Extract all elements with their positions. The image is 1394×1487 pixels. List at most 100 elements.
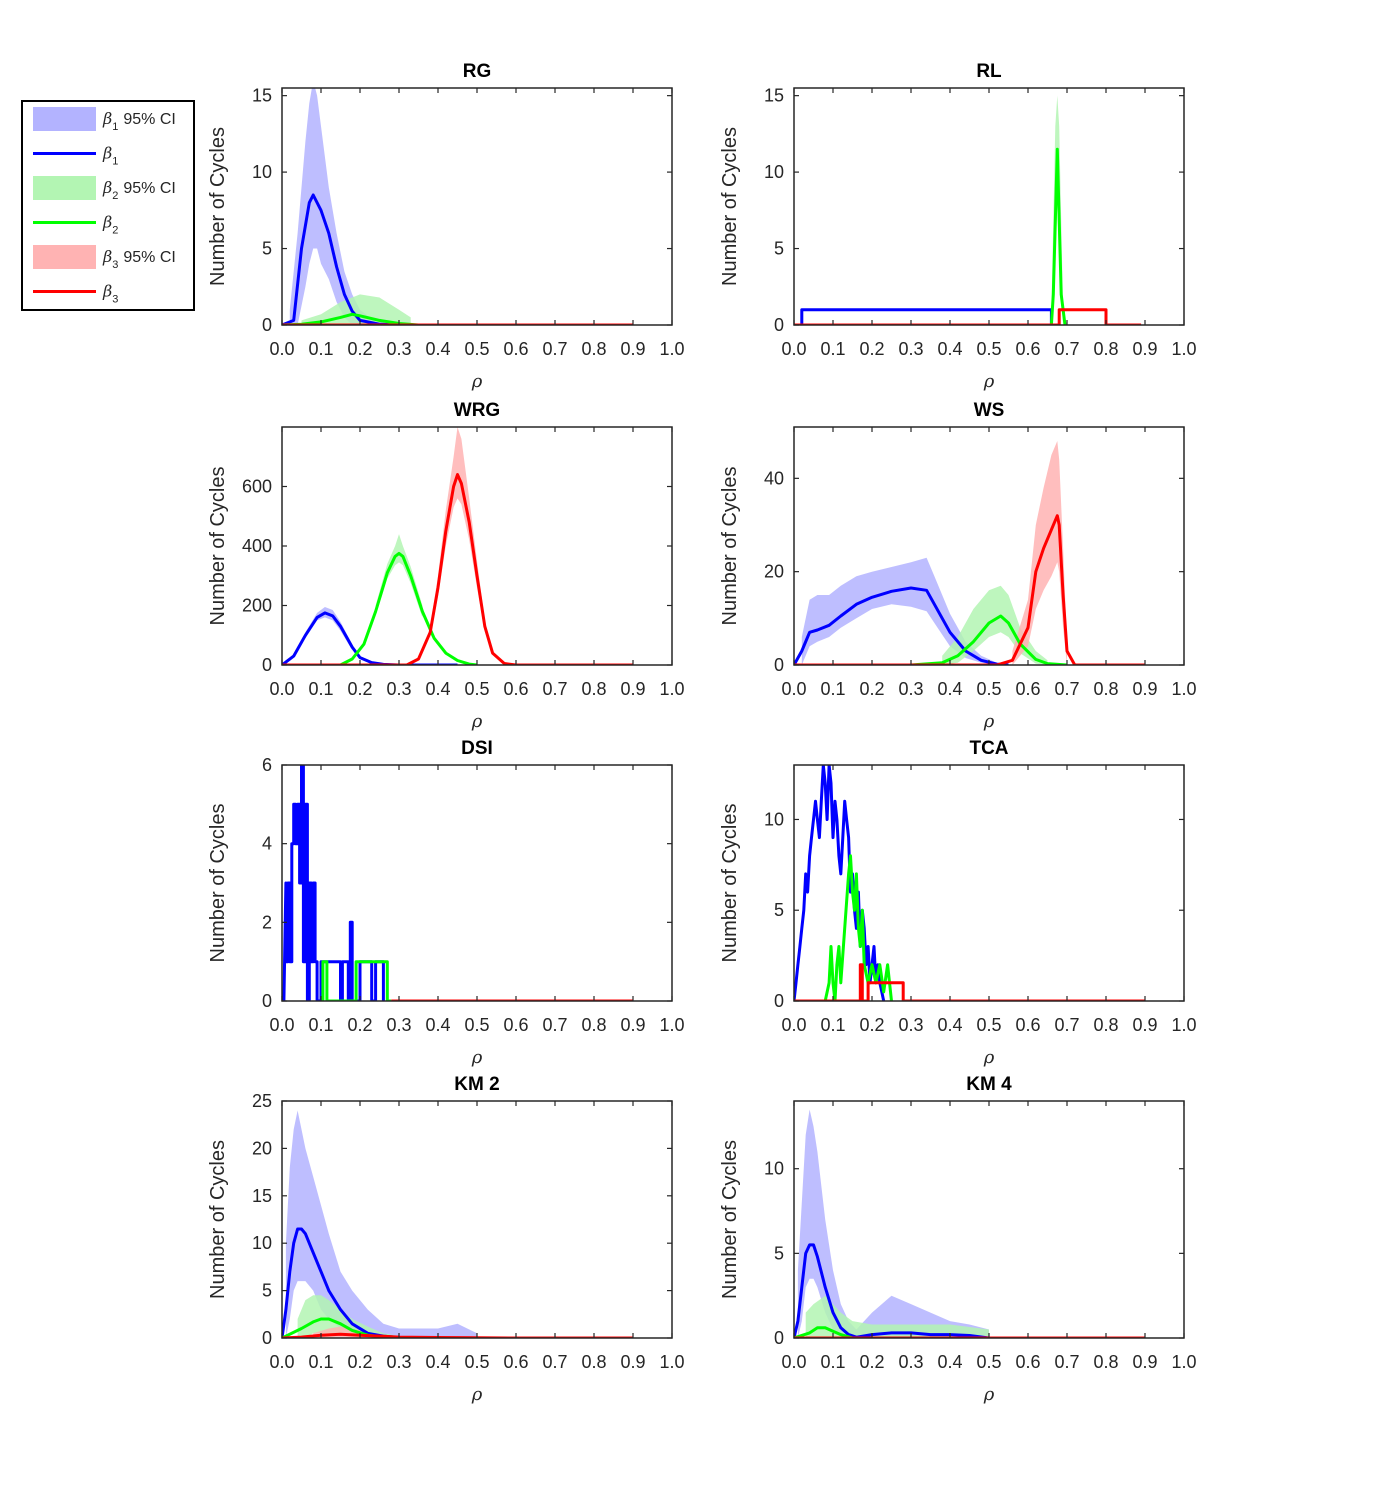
ci-band xyxy=(801,557,997,665)
plot-content xyxy=(794,441,1145,665)
x-tick-label: 0.4 xyxy=(937,1352,962,1372)
ci-band xyxy=(289,88,380,325)
x-tick-label: 0.4 xyxy=(937,1015,962,1035)
series-line xyxy=(794,586,1009,665)
legend-subscript: 1 xyxy=(112,156,118,168)
y-tick-label: 2 xyxy=(262,912,272,932)
chart-km-2: 0.0 0.1 0.2 0.3 0.4 0.5 0.6 0.7 0.8 0.9 1.0 0 5 10 15 2… xyxy=(207,1074,685,1405)
x-tick-label: 0.6 xyxy=(1015,679,1040,699)
legend-symbol: β xyxy=(102,213,112,232)
chart-dsi: 0.0 0.1 0.2 0.3 0.4 0.5 0.6 0.7 0.8 0.9 1.0 0 2 4 6 DSI… xyxy=(207,738,685,1068)
ci-band xyxy=(1012,441,1067,665)
y-tick-label: 600 xyxy=(242,477,272,497)
chart-title: RG xyxy=(463,61,492,82)
series-line xyxy=(321,960,392,1001)
x-tick-label: 0.0 xyxy=(781,1352,806,1372)
x-tick-label: 0.1 xyxy=(308,679,333,699)
series-line xyxy=(794,308,1142,325)
plot-area xyxy=(794,88,1184,325)
x-tick-label: 0.7 xyxy=(542,1015,567,1035)
x-tick-label: 0.9 xyxy=(620,1352,645,1372)
legend-label: β2 95% CI xyxy=(102,178,176,202)
chart-title: RL xyxy=(976,61,1002,82)
y-tick-label: 200 xyxy=(242,596,272,616)
legend-subscript: 1 xyxy=(112,121,118,133)
x-tick-label: 0.3 xyxy=(386,1015,411,1035)
x-tick-label: 0.7 xyxy=(1054,339,1079,359)
x-tick-label: 0.2 xyxy=(347,679,372,699)
x-tick-label: 0.0 xyxy=(269,679,294,699)
x-tick-label: 0.8 xyxy=(581,679,606,699)
x-tick-label: 1.0 xyxy=(1171,1015,1196,1035)
x-tick-label: 1.0 xyxy=(1171,1352,1196,1372)
x-tick-label: 0.3 xyxy=(898,679,923,699)
x-tick-label: 0.2 xyxy=(859,1015,884,1035)
x-tick-label: 0.1 xyxy=(820,1015,845,1035)
x-tick-label: 0.8 xyxy=(1093,1352,1118,1372)
y-tick-label: 40 xyxy=(764,468,784,488)
x-axis-label: ρ xyxy=(471,1384,483,1405)
y-tick-label: 25 xyxy=(252,1091,272,1111)
x-tick-label: 0.6 xyxy=(1015,339,1040,359)
plot-content xyxy=(794,95,1142,325)
chart-title: WS xyxy=(974,400,1005,421)
chart-km-4: 0.0 0.1 0.2 0.3 0.4 0.5 0.6 0.7 0.8 0.9 1.0 0 5 10 KM … xyxy=(719,1074,1197,1405)
x-tick-label: 0.9 xyxy=(1132,1352,1157,1372)
x-tick-label: 0.1 xyxy=(820,1352,845,1372)
legend-subscript: 3 xyxy=(112,294,118,306)
legend-band-swatch xyxy=(33,107,96,131)
y-tick-label: 10 xyxy=(764,162,784,182)
ci-band xyxy=(430,427,485,639)
x-axis-label: ρ xyxy=(471,1047,483,1068)
ci-band xyxy=(805,1295,989,1338)
legend-symbol: β xyxy=(102,282,112,301)
x-tick-label: 0.0 xyxy=(781,679,806,699)
y-tick-label: 0 xyxy=(774,991,784,1011)
y-axis-label: Number of Cycles xyxy=(207,804,229,963)
series-line xyxy=(794,514,1145,665)
x-tick-label: 0.7 xyxy=(1054,1352,1079,1372)
x-axis-label: ρ xyxy=(983,711,995,732)
y-tick-label: 0 xyxy=(262,1328,272,1348)
y-axis-label: Number of Cycles xyxy=(719,127,741,286)
x-tick-label: 0.7 xyxy=(1054,679,1079,699)
x-axis-label: ρ xyxy=(471,371,483,392)
y-tick-label: 5 xyxy=(774,1243,784,1263)
plot-content xyxy=(794,1109,1145,1338)
x-tick-label: 1.0 xyxy=(659,679,684,699)
y-tick-label: 5 xyxy=(774,239,784,259)
chart-ws: 0.0 0.1 0.2 0.3 0.4 0.5 0.6 0.7 0.8 0.9 1.0 0 20 40 WS… xyxy=(719,400,1197,732)
x-tick-label: 1.0 xyxy=(659,1352,684,1372)
x-tick-label: 0.4 xyxy=(425,1015,450,1035)
x-tick-label: 0.1 xyxy=(308,1015,333,1035)
x-tick-label: 0.9 xyxy=(620,679,645,699)
x-tick-label: 1.0 xyxy=(1171,679,1196,699)
x-tick-label: 0.5 xyxy=(464,339,489,359)
series-line xyxy=(794,765,886,1001)
ci-band xyxy=(301,294,411,325)
x-tick-label: 0.2 xyxy=(859,679,884,699)
y-tick-label: 0 xyxy=(774,655,784,675)
y-axis-label: Number of Cycles xyxy=(719,1140,741,1299)
y-tick-label: 0 xyxy=(262,991,272,1011)
legend-subscript: 2 xyxy=(112,190,118,202)
x-axis-label: ρ xyxy=(983,1047,995,1068)
x-tick-label: 0.5 xyxy=(976,1015,1001,1035)
legend-symbol: β xyxy=(102,247,112,266)
x-tick-label: 0.5 xyxy=(976,679,1001,699)
legend-symbol: β xyxy=(102,109,112,128)
legend-subscript: 3 xyxy=(112,259,118,271)
x-tick-label: 0.8 xyxy=(581,1015,606,1035)
y-tick-label: 15 xyxy=(252,86,272,106)
x-tick-label: 0.1 xyxy=(308,1352,333,1372)
x-tick-label: 0.7 xyxy=(542,1352,567,1372)
chart-rg: 0.0 0.1 0.2 0.3 0.4 0.5 0.6 0.7 0.8 0.9 1.0 0 5 10 15 R… xyxy=(207,61,685,392)
x-tick-label: 0.6 xyxy=(503,679,528,699)
series-line xyxy=(282,765,385,1001)
x-tick-label: 0.3 xyxy=(898,339,923,359)
chart-title: TCA xyxy=(969,738,1008,759)
y-tick-label: 10 xyxy=(252,1233,272,1253)
y-tick-label: 10 xyxy=(764,809,784,829)
x-tick-label: 1.0 xyxy=(1171,339,1196,359)
